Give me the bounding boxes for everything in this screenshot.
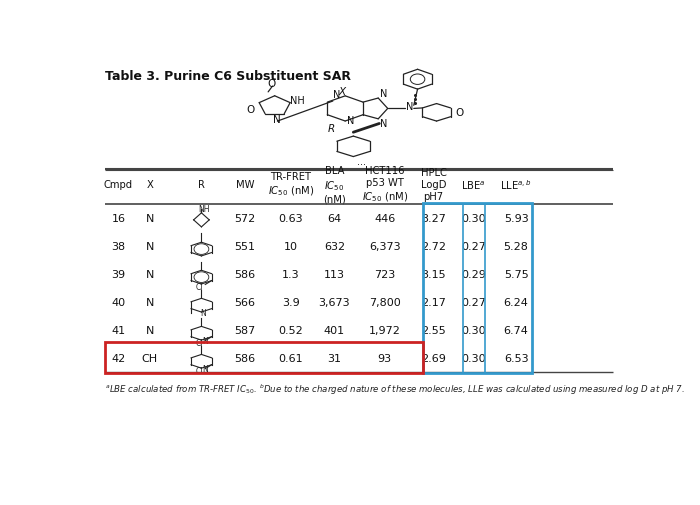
Text: HCT116
p53 WT
$IC_{50}$ (nM): HCT116 p53 WT $IC_{50}$ (nM) [362,166,408,204]
Text: 10: 10 [284,241,298,251]
Text: 0.27: 0.27 [461,297,486,308]
Text: Cl: Cl [196,366,204,375]
Text: 6,373: 6,373 [369,241,400,251]
Text: O: O [455,108,463,118]
Text: 2.55: 2.55 [421,325,446,335]
Text: R: R [198,180,205,190]
Text: ···: ··· [357,160,366,170]
Text: 586: 586 [234,354,255,364]
Text: 5.75: 5.75 [504,270,528,279]
Text: 587: 587 [234,325,255,335]
Text: 401: 401 [324,325,345,335]
Text: Table 3. Purine C6 Substituent SAR: Table 3. Purine C6 Substituent SAR [105,70,351,82]
Text: NH: NH [290,95,304,106]
Text: 42: 42 [111,354,125,364]
Text: 572: 572 [234,214,255,224]
Text: 586: 586 [234,270,255,279]
Text: 38: 38 [111,241,125,251]
Text: 3.9: 3.9 [282,297,300,308]
Text: LLE$^{a,b}$: LLE$^{a,b}$ [500,178,532,192]
Text: 2.69: 2.69 [421,354,446,364]
Text: N: N [347,116,354,126]
Text: N: N [406,103,413,112]
Text: 723: 723 [374,270,395,279]
Text: 632: 632 [324,241,345,251]
Text: 1,972: 1,972 [369,325,400,335]
Text: 1.3: 1.3 [282,270,300,279]
Text: 5.93: 5.93 [504,214,528,224]
Text: 3.15: 3.15 [421,270,446,279]
Text: O: O [246,105,254,115]
Text: N: N [273,115,281,125]
Text: N: N [146,241,154,251]
Text: O: O [268,79,276,89]
Text: 5.28: 5.28 [503,241,528,251]
Text: 16: 16 [111,214,125,224]
Text: 7,800: 7,800 [369,297,400,308]
Text: 2.17: 2.17 [421,297,446,308]
Text: 6.24: 6.24 [503,297,528,308]
Text: N: N [146,214,154,224]
Text: N: N [380,119,387,129]
Text: 566: 566 [234,297,255,308]
Text: N: N [146,270,154,279]
Text: HPLC
LogD
pH7: HPLC LogD pH7 [421,168,447,202]
Text: 0.61: 0.61 [279,354,303,364]
Text: N: N [380,89,387,99]
Text: MW: MW [236,180,254,190]
Text: 2.72: 2.72 [421,241,446,251]
Text: Cl: Cl [196,283,204,292]
Text: 3.27: 3.27 [421,214,446,224]
Text: N: N [146,325,154,335]
Text: N: N [202,336,208,345]
Text: $^a$LBE calculated from TR-FRET $IC_{50}$. $^b$Due to the charged nature of thes: $^a$LBE calculated from TR-FRET $IC_{50}… [105,382,685,396]
Text: 0.52: 0.52 [279,325,303,335]
Text: 6.74: 6.74 [503,325,528,335]
Text: 31: 31 [328,354,342,364]
Text: NH: NH [198,204,210,213]
Text: 446: 446 [374,214,395,224]
Text: BLA
$IC_{50}$
(nM): BLA $IC_{50}$ (nM) [323,166,346,204]
Text: Cmpd: Cmpd [104,180,133,190]
Text: TR-FRET
$IC_{50}$ (nM): TR-FRET $IC_{50}$ (nM) [268,172,314,198]
Text: 40: 40 [111,297,125,308]
Text: 0.63: 0.63 [279,214,303,224]
Text: LBE$^{a}$: LBE$^{a}$ [461,179,486,191]
Text: 6.53: 6.53 [504,354,528,364]
Text: 0.30: 0.30 [461,214,486,224]
Text: 551: 551 [234,241,255,251]
Text: 113: 113 [324,270,345,279]
Text: N: N [146,297,154,308]
Text: N: N [200,308,206,317]
Text: X: X [339,87,346,97]
Text: 93: 93 [378,354,392,364]
Text: Cl: Cl [196,338,204,347]
Text: 0.29: 0.29 [461,270,486,279]
Text: N: N [333,90,341,99]
Text: 64: 64 [328,214,342,224]
Text: N: N [202,364,208,373]
Text: X: X [146,180,153,190]
Text: 0.30: 0.30 [461,354,486,364]
Text: 39: 39 [111,270,125,279]
Text: 0.30: 0.30 [461,325,486,335]
Text: 3,673: 3,673 [318,297,350,308]
Text: CH: CH [142,354,158,364]
Text: 0.27: 0.27 [461,241,486,251]
Text: 41: 41 [111,325,125,335]
Text: R: R [328,124,335,134]
